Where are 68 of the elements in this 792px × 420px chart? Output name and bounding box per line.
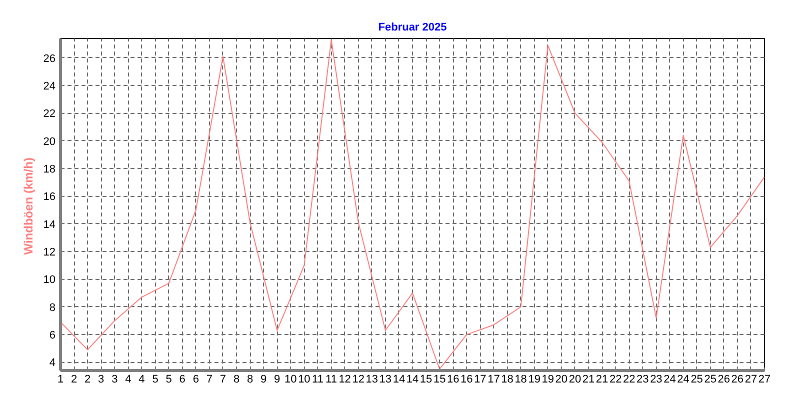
x-tick-label: 27 bbox=[758, 374, 771, 386]
x-tick-label: 5 bbox=[166, 374, 172, 386]
chart-title: Februar 2025 bbox=[378, 22, 447, 34]
y-tick-label: 18 bbox=[43, 164, 56, 176]
x-tick-label: 26 bbox=[718, 374, 730, 386]
x-tick-label: 7 bbox=[220, 374, 226, 386]
y-tick-label: 16 bbox=[43, 191, 56, 204]
x-tick-label: 15 bbox=[420, 374, 432, 386]
y-tick-label: 26 bbox=[43, 52, 56, 65]
x-tick-label: 22 bbox=[609, 374, 622, 386]
x-tick-label: 26 bbox=[731, 374, 744, 386]
x-tick-label: 21 bbox=[596, 374, 608, 386]
y-tick-label: 10 bbox=[43, 274, 56, 286]
x-tick-label: 3 bbox=[98, 374, 104, 386]
x-tick-label: 6 bbox=[192, 374, 199, 386]
x-tick-label: 8 bbox=[246, 374, 254, 386]
x-tick-label: 18 bbox=[501, 374, 514, 386]
x-tick-label: 10 bbox=[298, 374, 310, 386]
x-tick-label: 3 bbox=[112, 374, 118, 386]
y-tick-label: 8 bbox=[49, 302, 56, 314]
x-tick-label: 25 bbox=[690, 374, 703, 386]
x-tick-label: 16 bbox=[460, 374, 473, 386]
x-tick-label: 24 bbox=[677, 374, 690, 386]
x-tick-label: 11 bbox=[326, 374, 337, 386]
x-tick-label: 23 bbox=[636, 374, 649, 386]
y-tick-label: 4 bbox=[49, 357, 56, 370]
x-tick-label: 2 bbox=[70, 374, 78, 386]
x-tick-label: 24 bbox=[664, 374, 676, 386]
y-tick-label: 24 bbox=[43, 80, 56, 93]
y-tick-label: 22 bbox=[43, 108, 56, 120]
x-tick-label: 20 bbox=[568, 374, 582, 386]
x-tick-label: 23 bbox=[650, 374, 662, 386]
x-tick-label: 2 bbox=[84, 374, 91, 386]
x-tick-label: 22 bbox=[623, 374, 636, 386]
x-tick-label: 9 bbox=[260, 374, 267, 386]
x-tick-label: 7 bbox=[206, 374, 212, 386]
y-tick-label: 6 bbox=[49, 330, 56, 342]
x-tick-label: 14 bbox=[392, 374, 406, 386]
x-tick-label: 21 bbox=[582, 374, 595, 386]
x-tick-label: 13 bbox=[379, 374, 392, 386]
x-tick-label: 13 bbox=[366, 374, 378, 386]
x-tick-label: 6 bbox=[179, 374, 186, 386]
x-tick-label: 17 bbox=[474, 374, 486, 386]
x-tick-label: 27 bbox=[744, 374, 758, 386]
x-tick-label: 19 bbox=[528, 374, 540, 386]
x-tick-label: 4 bbox=[125, 374, 132, 386]
x-tick-label: 17 bbox=[488, 374, 500, 386]
x-tick-label: 8 bbox=[233, 374, 240, 386]
x-tick-label: 15 bbox=[433, 374, 446, 386]
y-tick-label: 14 bbox=[43, 218, 56, 231]
x-tick-label: 25 bbox=[704, 374, 716, 386]
y-tick-label: 12 bbox=[43, 246, 56, 259]
x-tick-label: 10 bbox=[284, 374, 297, 386]
x-tick-label: 14 bbox=[406, 374, 419, 386]
x-tick-label: 11 bbox=[312, 374, 324, 386]
x-tick-label: 1 bbox=[57, 374, 64, 386]
x-tick-label: 20 bbox=[555, 374, 568, 386]
x-tick-label: 19 bbox=[542, 374, 554, 386]
x-tick-label: 9 bbox=[274, 374, 280, 386]
x-tick-label: 4 bbox=[138, 374, 145, 386]
x-tick-label: 12 bbox=[352, 374, 364, 386]
x-tick-label: 18 bbox=[514, 374, 527, 386]
x-tick-label: 5 bbox=[152, 374, 158, 386]
y-axis-title: Windböen (km/h) bbox=[21, 158, 36, 255]
x-tick-label: 12 bbox=[338, 374, 351, 386]
y-tick-label: 20 bbox=[43, 136, 56, 148]
line-series bbox=[60, 39, 764, 370]
x-tick-label: 16 bbox=[447, 374, 460, 386]
